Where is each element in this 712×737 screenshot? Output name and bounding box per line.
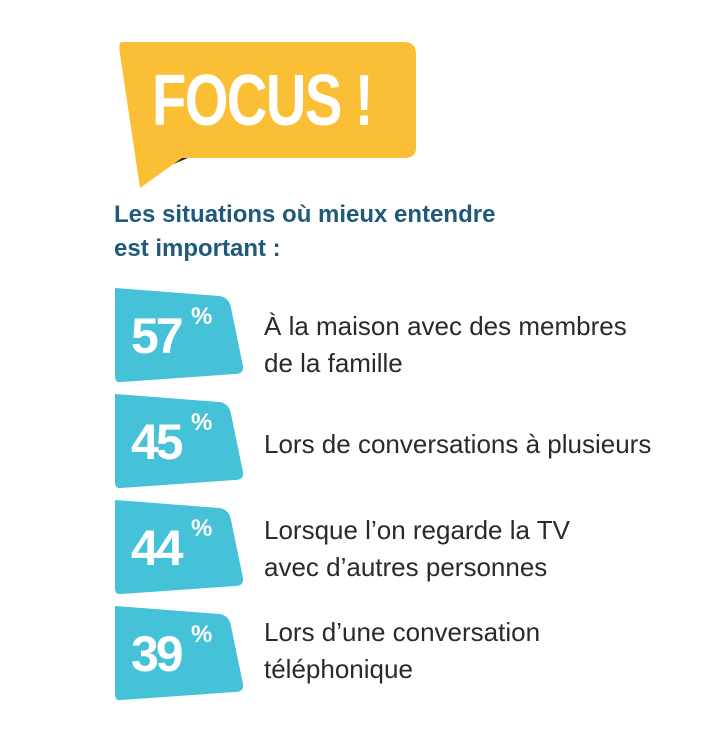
focus-speech-bubble: FOCUS !	[112, 40, 422, 195]
stat-badge: 44 %	[113, 500, 247, 596]
stat-badge: 45 %	[113, 394, 247, 490]
stat-percent-sign: %	[191, 303, 213, 330]
stat-value: 44	[131, 520, 184, 576]
stat-label-line-1: Lorsque l’on regarde la TV	[264, 515, 570, 545]
stat-label-line-2: avec d’autres personnes	[264, 552, 548, 582]
stat-label-line-2: de la famille	[264, 348, 403, 378]
speech-bubble-icon	[119, 42, 416, 188]
badge-shape-icon	[115, 394, 244, 489]
subtitle-line-1: Les situations où mieux entendre	[114, 201, 496, 228]
stat-percent-sign: %	[191, 409, 213, 436]
stat-label: À la maison avec des membres de la famil…	[264, 308, 689, 382]
stat-label: Lors d’une conversation téléphonique	[264, 614, 689, 688]
subtitle: Les situations où mieux entendre est imp…	[114, 198, 634, 266]
stat-badge: 57 %	[113, 288, 247, 384]
stat-label: Lorsque l’on regarde la TV avec d’autres…	[264, 512, 689, 586]
stat-percent-sign: %	[191, 621, 213, 648]
stat-badge: 39 %	[113, 606, 247, 702]
stat-label-line-1: Lors de conversations à plusieurs	[264, 429, 652, 459]
stat-label-line-2: téléphonique	[264, 654, 413, 684]
badge-shape-icon	[115, 288, 244, 383]
stat-percent-sign: %	[191, 515, 213, 542]
stat-label-line-1: À la maison avec des membres	[264, 311, 627, 341]
stat-label: Lors de conversations à plusieurs	[264, 426, 689, 463]
subtitle-line-2: est important :	[114, 235, 281, 262]
badge-shape-icon	[115, 606, 244, 701]
focus-title: FOCUS !	[152, 61, 374, 141]
stat-value: 39	[131, 626, 184, 682]
badge-shape-icon	[115, 500, 244, 595]
stat-value: 45	[131, 414, 184, 470]
stat-label-line-1: Lors d’une conversation	[264, 617, 541, 647]
stat-value: 57	[131, 308, 184, 364]
